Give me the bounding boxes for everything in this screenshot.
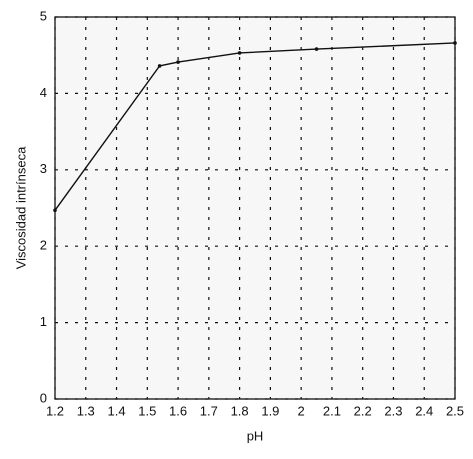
x-tick-label: 2.5	[446, 403, 464, 418]
x-tick-label: 1.6	[169, 403, 187, 418]
y-tick-label: 5	[40, 8, 47, 23]
y-axis-label: Viscosidad intrínseca	[13, 146, 28, 269]
x-tick-label: 2.3	[384, 403, 402, 418]
data-point	[314, 47, 319, 51]
x-tick-label: 2	[298, 403, 305, 418]
x-tick-label: 1.2	[46, 403, 64, 418]
data-line	[54, 42, 456, 211]
x-tick-label: 2.4	[415, 403, 433, 418]
data-point	[237, 51, 242, 55]
x-tick-label: 1.3	[77, 403, 95, 418]
y-tick-label: 4	[40, 85, 47, 100]
x-tick-label: 1.9	[261, 403, 279, 418]
x-tick-label: 2.2	[354, 403, 372, 418]
x-tick-label: 2.1	[323, 403, 341, 418]
y-tick-label: 2	[40, 238, 47, 253]
y-tick-label: 3	[40, 161, 47, 176]
x-tick-label: 1.4	[107, 403, 125, 418]
data-point	[176, 60, 180, 64]
data-point	[157, 64, 162, 68]
x-tick-label: 1.8	[231, 403, 249, 418]
data-point	[53, 208, 57, 213]
x-axis-label: pH	[247, 428, 264, 443]
x-tick-label: 1.7	[200, 403, 218, 418]
plot-area	[54, 16, 456, 400]
y-tick-label: 1	[40, 314, 47, 329]
y-tick-label: 0	[40, 390, 47, 405]
data-point	[453, 41, 457, 45]
x-tick-label: 1.5	[138, 403, 156, 418]
